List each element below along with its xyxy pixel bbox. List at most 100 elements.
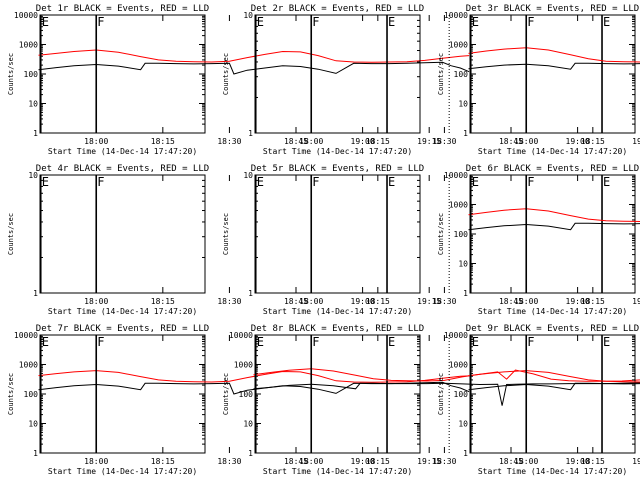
y-axis-label: Counts/sec [437,53,445,95]
plot-frame [470,15,635,133]
x-tick-label: 18:00 [84,457,108,466]
y-tick-label: 1 [33,449,38,458]
event-marker-label: E [472,175,479,189]
event-marker-label: F [527,335,534,349]
x-axis-label: Start Time (14-Dec-14 17:47:20) [48,467,197,476]
event-marker-label: E [42,335,49,349]
x-axis-label: Start Time (14-Dec-14 17:47:20) [263,147,412,156]
events-rate-line [469,222,640,234]
plot-title: Det 4r BLACK = Events, RED = LLD [36,164,209,174]
x-axis-label: Start Time (14-Dec-14 17:47:20) [478,467,627,476]
x-tick-label: 18:00 [299,457,323,466]
event-marker-label: F [312,335,319,349]
y-axis-label: Counts/sec [7,213,15,255]
y-tick-label: 10 [243,11,253,20]
event-marker-label: E [257,15,264,29]
y-tick-label: 1 [463,289,468,298]
y-tick-label: 1 [248,129,253,138]
y-tick-label: 1000 [449,201,468,210]
x-tick-label: 18:15 [151,457,175,466]
event-marker-label: E [388,335,395,349]
x-tick-label: 18:15 [366,137,390,146]
event-marker-label: E [388,175,395,189]
y-tick-label: 1 [33,289,38,298]
y-axis-label: Counts/sec [222,53,230,95]
x-tick-label: 18:00 [514,457,538,466]
y-tick-label: 10 [28,420,38,429]
y-tick-label: 10 [243,171,253,180]
y-tick-label: 10 [28,100,38,109]
x-tick-label: 18:15 [366,457,390,466]
event-marker-label: E [257,175,264,189]
y-tick-label: 1 [463,129,468,138]
event-marker-label: E [603,15,610,29]
x-axis-label: Start Time (14-Dec-14 17:47:20) [48,147,197,156]
event-marker-label: E [472,15,479,29]
plot-title: Det 3r BLACK = Events, RED = LLD [466,4,639,14]
lld-rate-line [39,50,470,62]
plot-title: Det 5r BLACK = Events, RED = LLD [251,164,424,174]
plot-frame [40,335,205,453]
y-tick-label: 1 [33,129,38,138]
y-tick-label: 1000 [449,361,468,370]
y-tick-label: 100 [239,390,254,399]
event-marker-label: F [97,15,104,29]
y-tick-label: 100 [24,390,39,399]
y-tick-label: 1 [248,289,253,298]
event-marker-label: E [42,15,49,29]
y-axis-label: Counts/sec [222,213,230,255]
event-marker-label: E [603,335,610,349]
y-tick-label: 1 [248,449,253,458]
plot-title: Det 9r BLACK = Events, RED = LLD [466,324,639,334]
y-tick-label: 10 [28,171,38,180]
x-tick-label: 18:30 [217,297,241,306]
event-marker-label: F [527,175,534,189]
plot-title: Det 8r BLACK = Events, RED = LLD [251,324,424,334]
x-tick-label: 18:00 [299,137,323,146]
x-axis-label: Start Time (14-Dec-14 17:47:20) [263,467,412,476]
plot-frame [255,335,420,453]
plot-frame [40,175,205,293]
event-marker-label: E [472,335,479,349]
plot-title: Det 7r BLACK = Events, RED = LLD [36,324,209,334]
events-rate-line [39,62,470,74]
y-tick-label: 1000 [19,361,38,370]
x-axis-label: Start Time (14-Dec-14 17:47:20) [48,307,197,316]
lld-rate-line [469,371,640,383]
y-axis-label: Counts/sec [437,213,445,255]
x-tick-label: 18:15 [366,297,390,306]
x-tick-label: 18:30 [217,457,241,466]
y-tick-label: 1000 [449,41,468,50]
plot-frame [255,15,420,133]
y-tick-label: 1 [463,449,468,458]
event-marker-label: F [312,15,319,29]
x-tick-label: 19:15 [632,457,640,466]
x-tick-label: 19:15 [632,297,640,306]
y-tick-label: 10000 [14,331,38,340]
plot-frame [470,335,635,453]
plot-title: Det 6r BLACK = Events, RED = LLD [466,164,639,174]
plot-frame [40,15,205,133]
y-axis-label: Counts/sec [222,373,230,415]
x-axis-label: Start Time (14-Dec-14 17:47:20) [263,307,412,316]
x-tick-label: 18:15 [151,297,175,306]
x-axis-label: Start Time (14-Dec-14 17:47:20) [478,147,627,156]
y-tick-label: 100 [454,390,469,399]
y-axis-label: Counts/sec [7,373,15,415]
y-tick-label: 10000 [444,11,468,20]
x-tick-label: 18:15 [151,137,175,146]
y-tick-label: 1000 [234,361,253,370]
x-tick-label: 18:00 [299,297,323,306]
y-tick-label: 10 [458,420,468,429]
x-tick-label: 18:30 [432,457,456,466]
y-tick-label: 100 [454,230,469,239]
y-tick-label: 1000 [19,41,38,50]
x-tick-label: 18:00 [84,137,108,146]
x-tick-label: 19:15 [632,137,640,146]
x-tick-label: 18:30 [432,297,456,306]
y-tick-label: 10000 [444,171,468,180]
x-tick-label: 18:00 [514,297,538,306]
y-tick-label: 10000 [444,331,468,340]
event-marker-label: F [527,15,534,29]
